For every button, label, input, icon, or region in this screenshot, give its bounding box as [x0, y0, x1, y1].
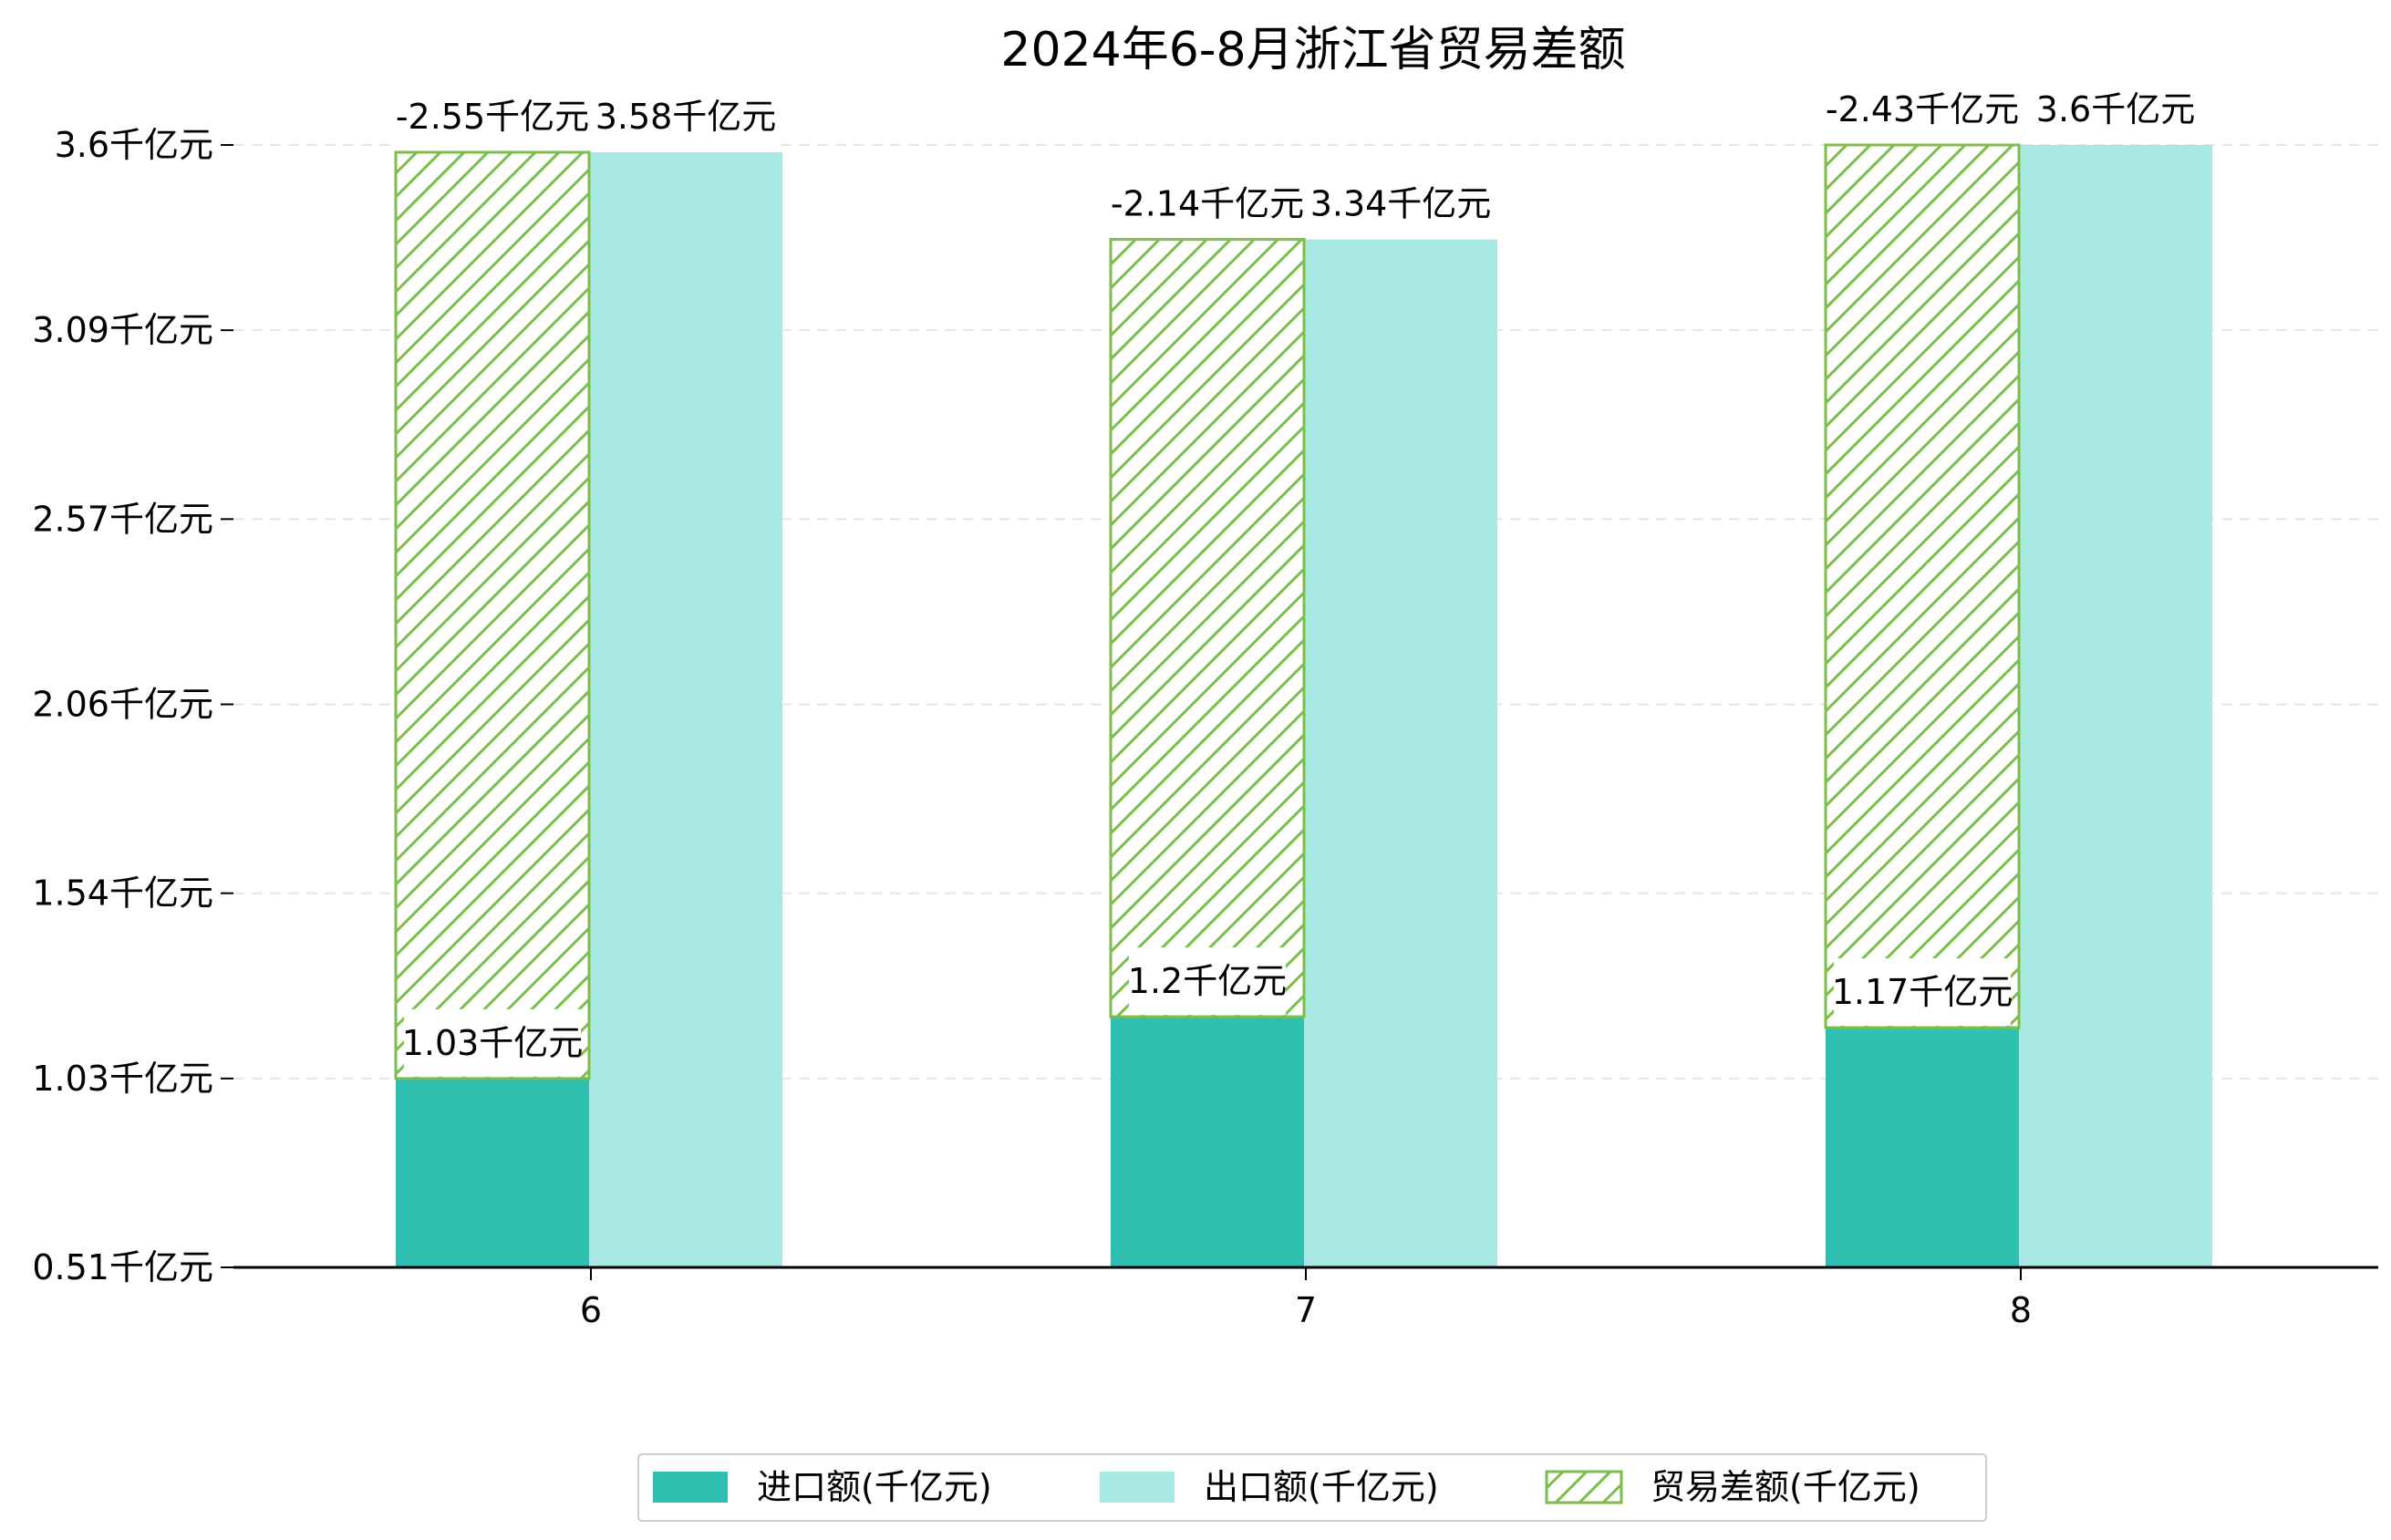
- chart-title: 2024年6-8月浙江省贸易差额: [1000, 23, 1625, 78]
- x-tick-label: 7: [1295, 1290, 1317, 1330]
- legend-label: 出口额(千亿元): [1204, 1467, 1439, 1507]
- y-tick-label: 2.57千亿元: [32, 499, 213, 539]
- export-value-label-bg: [2037, 76, 2194, 143]
- export-value-label: 3.58千亿元: [595, 97, 777, 137]
- bar-import: [1826, 1028, 2019, 1267]
- export-value-label: 3.6千亿元: [2036, 89, 2195, 129]
- bars: [394, 143, 2212, 1267]
- import-value-label: 1.2千亿元: [1128, 961, 1287, 1001]
- balance-value-label: -2.43千亿元: [1826, 89, 2019, 129]
- legend-label: 贸易差额(千亿元): [1651, 1467, 1920, 1507]
- export-value-label: 3.34千亿元: [1310, 184, 1492, 224]
- legend-swatch: [653, 1472, 728, 1503]
- legend-label: 进口额(千亿元): [757, 1467, 992, 1507]
- export-value-label-bg: [1312, 170, 1489, 238]
- bar-trade-balance: [1824, 143, 2021, 1029]
- bar-trade-balance: [394, 150, 591, 1080]
- y-tick-label: 0.51千亿元: [32, 1247, 213, 1287]
- import-value-label-bg: [404, 1008, 581, 1077]
- bar-export: [589, 151, 782, 1267]
- y-tick-label: 1.03千亿元: [32, 1059, 213, 1099]
- import-value-label-bg: [1834, 958, 2011, 1027]
- balance-value-label-bg: [1824, 76, 2021, 143]
- data-labels: 3.58千亿元-2.55千亿元 1.03千亿元 3.34千亿元-2.14千亿元 1.2…: [394, 76, 2195, 1077]
- bar-import: [396, 1078, 589, 1267]
- bar-export: [1304, 239, 1497, 1267]
- legend-swatch: [1100, 1472, 1175, 1503]
- x-tick-label: 6: [580, 1290, 602, 1330]
- export-value-label-bg: [597, 82, 774, 150]
- y-tick-label: 2.06千亿元: [32, 685, 213, 725]
- import-value-label: 1.03千亿元: [402, 1023, 584, 1063]
- balance-value-label-bg: [1109, 170, 1306, 238]
- balance-value-label: -2.55千亿元: [396, 97, 589, 137]
- bar-trade-balance: [1109, 238, 1306, 1018]
- y-tick-label: 3.09千亿元: [32, 310, 213, 350]
- legend: 进口额(千亿元) 出口额(千亿元) 贸易差额(千亿元): [637, 1453, 1987, 1522]
- balance-value-label-bg: [394, 82, 591, 150]
- legend-swatch: [1545, 1470, 1623, 1504]
- y-tick-label: 3.6千亿元: [55, 125, 213, 165]
- legend-frame: [637, 1453, 1987, 1522]
- bar-export: [2019, 145, 2212, 1267]
- balance-value-label: -2.14千亿元: [1111, 184, 1304, 224]
- axes: 0.51千亿元 1.03千亿元 1.54千亿元 2.06千亿元 2.57千亿元 3.09千…: [32, 125, 2378, 1330]
- import-value-label: 1.17千亿元: [1832, 972, 2013, 1012]
- y-tick-label: 1.54千亿元: [32, 873, 213, 914]
- x-tick-label: 8: [2010, 1290, 2032, 1330]
- bar-import: [1111, 1017, 1304, 1267]
- import-value-label-bg: [1129, 947, 1286, 1016]
